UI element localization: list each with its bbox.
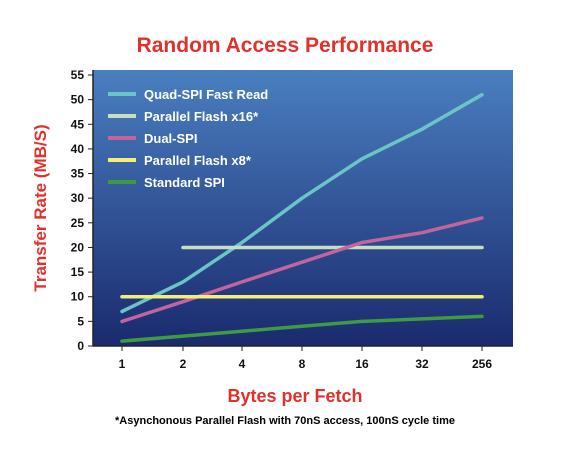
legend-label: Parallel Flash x16* — [144, 109, 259, 124]
y-tick-label: 45 — [71, 117, 85, 131]
y-tick-label: 15 — [71, 265, 85, 279]
x-tick-label: 32 — [415, 357, 429, 371]
y-tick-label: 30 — [71, 191, 85, 205]
chart-title: Random Access Performance — [137, 34, 434, 57]
y-tick-label: 35 — [71, 167, 85, 181]
y-tick-label: 5 — [77, 314, 84, 328]
legend-label: Dual-SPI — [144, 131, 197, 146]
x-tick-label: 2 — [180, 357, 187, 371]
legend-label: Parallel Flash x8* — [144, 153, 252, 168]
series-line-5 — [120, 314, 484, 343]
legend-label: Standard SPI — [144, 175, 225, 190]
x-axis-label: Bytes per Fetch — [227, 386, 362, 406]
y-tick-label: 40 — [71, 142, 85, 156]
y-tick-label: 0 — [77, 339, 84, 353]
x-tick-label: 256 — [472, 357, 492, 371]
y-axis-label: Transfer Rate (MB/S) — [31, 124, 50, 291]
y-tick-label: 25 — [71, 216, 85, 230]
y-tick-label: 20 — [71, 240, 85, 254]
series-line-3 — [120, 216, 484, 324]
legend-label: Quad-SPI Fast Read — [144, 87, 268, 102]
x-tick-label: 16 — [355, 357, 369, 371]
y-tick-label: 50 — [71, 93, 85, 107]
y-tick-label: 10 — [71, 290, 85, 304]
x-tick-label: 1 — [119, 357, 126, 371]
series-line-1 — [120, 92, 484, 314]
x-tick-label: 4 — [239, 357, 246, 371]
y-tick-label: 55 — [71, 68, 85, 82]
x-tick-label: 8 — [299, 357, 306, 371]
footnote: *Asynchonous Parallel Flash with 70nS ac… — [115, 415, 455, 427]
